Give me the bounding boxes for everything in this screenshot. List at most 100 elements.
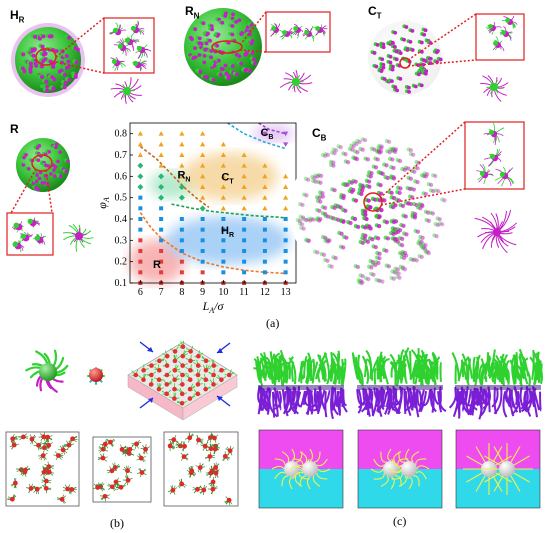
polymer-green bbox=[430, 361, 439, 380]
data-point-H_R bbox=[200, 217, 205, 221]
polymer-green bbox=[487, 361, 494, 377]
particle-magenta bbox=[300, 215, 306, 220]
schematic-frame bbox=[258, 429, 344, 509]
particle-magenta bbox=[341, 219, 346, 224]
polymer-green bbox=[396, 354, 401, 381]
particle-magenta bbox=[382, 77, 387, 81]
particle-magenta bbox=[362, 138, 368, 143]
particle-magenta bbox=[48, 59, 53, 64]
particle-green bbox=[384, 138, 389, 144]
polymer-arm bbox=[281, 475, 289, 487]
particle-core bbox=[36, 442, 41, 448]
particle-green bbox=[398, 264, 403, 269]
polymer-purple bbox=[404, 391, 412, 417]
data-point-H_R bbox=[283, 259, 288, 264]
particle-core bbox=[157, 358, 162, 364]
particle-magenta bbox=[339, 231, 344, 236]
particle-core bbox=[125, 468, 130, 474]
particle-magenta bbox=[332, 205, 337, 211]
polymer-arm bbox=[373, 458, 385, 467]
particle-magenta bbox=[40, 44, 45, 49]
particle-core bbox=[29, 436, 35, 442]
particle-magenta bbox=[64, 169, 69, 174]
particle-magenta bbox=[416, 63, 421, 68]
data-point-C_T bbox=[179, 131, 185, 136]
particle-core bbox=[43, 478, 49, 484]
data-point-H_R bbox=[138, 195, 143, 200]
sphere-CT bbox=[368, 21, 443, 95]
particle-magenta bbox=[321, 252, 327, 257]
particle-green bbox=[313, 249, 318, 254]
polymer-arm bbox=[306, 476, 311, 490]
data-point-C_T bbox=[262, 195, 268, 200]
particle-magenta bbox=[377, 214, 382, 219]
particle-magenta bbox=[437, 217, 442, 222]
particle-magenta bbox=[365, 157, 371, 162]
data-point-C_T bbox=[137, 152, 143, 157]
particle-core bbox=[219, 377, 224, 383]
polymer-green bbox=[323, 352, 331, 379]
particle-magenta bbox=[377, 256, 382, 261]
particle-magenta bbox=[387, 150, 392, 155]
particle-core bbox=[179, 400, 185, 406]
polymer-green bbox=[303, 355, 308, 379]
particle-core bbox=[39, 363, 57, 381]
data-point-H_R bbox=[262, 238, 267, 243]
data-point-C_T bbox=[220, 195, 226, 200]
polymer-green bbox=[273, 355, 282, 383]
particle-magenta bbox=[415, 229, 421, 234]
particle-magenta bbox=[239, 32, 244, 37]
particle-green bbox=[437, 221, 443, 226]
polymer-green bbox=[461, 356, 470, 378]
particle-magenta bbox=[375, 157, 380, 162]
nanoparticle bbox=[383, 461, 399, 477]
sphere-R bbox=[16, 138, 70, 192]
particle-magenta bbox=[423, 243, 428, 248]
particle-core bbox=[293, 26, 298, 31]
particle-magenta bbox=[382, 198, 387, 203]
particle-magenta bbox=[385, 236, 391, 241]
particle-core bbox=[45, 434, 51, 440]
particle-magenta bbox=[319, 173, 324, 178]
particle-magenta bbox=[211, 77, 216, 82]
data-point-H_R bbox=[242, 270, 247, 275]
phase-region bbox=[253, 125, 294, 142]
particle-magenta bbox=[410, 257, 416, 263]
particle-magenta bbox=[223, 63, 228, 68]
particle-magenta bbox=[67, 77, 72, 82]
particle-core bbox=[127, 446, 133, 452]
particle-magenta bbox=[341, 193, 346, 198]
polymer-purple bbox=[362, 387, 368, 409]
data-point-R bbox=[179, 270, 184, 275]
polymer-purple bbox=[323, 390, 331, 406]
particle-green bbox=[304, 237, 309, 242]
particle-core bbox=[124, 37, 130, 43]
particle-core bbox=[172, 386, 177, 392]
particle-green bbox=[311, 178, 316, 183]
particle-magenta bbox=[24, 153, 28, 157]
particle-magenta bbox=[230, 64, 235, 68]
particle-green bbox=[393, 266, 398, 271]
polymer-arm bbox=[281, 451, 290, 463]
particle-green bbox=[421, 242, 426, 247]
particle-green bbox=[390, 148, 396, 154]
polymer-green bbox=[467, 357, 474, 379]
nanoparticle bbox=[499, 461, 515, 477]
particle-magenta bbox=[252, 61, 257, 66]
particle-magenta bbox=[363, 233, 368, 238]
particle-magenta bbox=[424, 172, 430, 177]
particle-core bbox=[113, 479, 119, 485]
polymer-purple bbox=[422, 389, 432, 406]
polymer-arm bbox=[484, 455, 501, 466]
data-point-H_R bbox=[221, 249, 226, 253]
particle-magenta bbox=[415, 166, 420, 171]
polymer-arm bbox=[493, 475, 504, 492]
particle-magenta bbox=[325, 258, 330, 263]
particle-magenta bbox=[74, 60, 79, 65]
schematic-bottom bbox=[358, 469, 442, 508]
polymer-green bbox=[529, 356, 537, 386]
polymer-green bbox=[259, 352, 268, 381]
particle-magenta bbox=[52, 168, 56, 172]
polymer-arm bbox=[391, 472, 403, 480]
polymer-arm bbox=[513, 455, 530, 466]
